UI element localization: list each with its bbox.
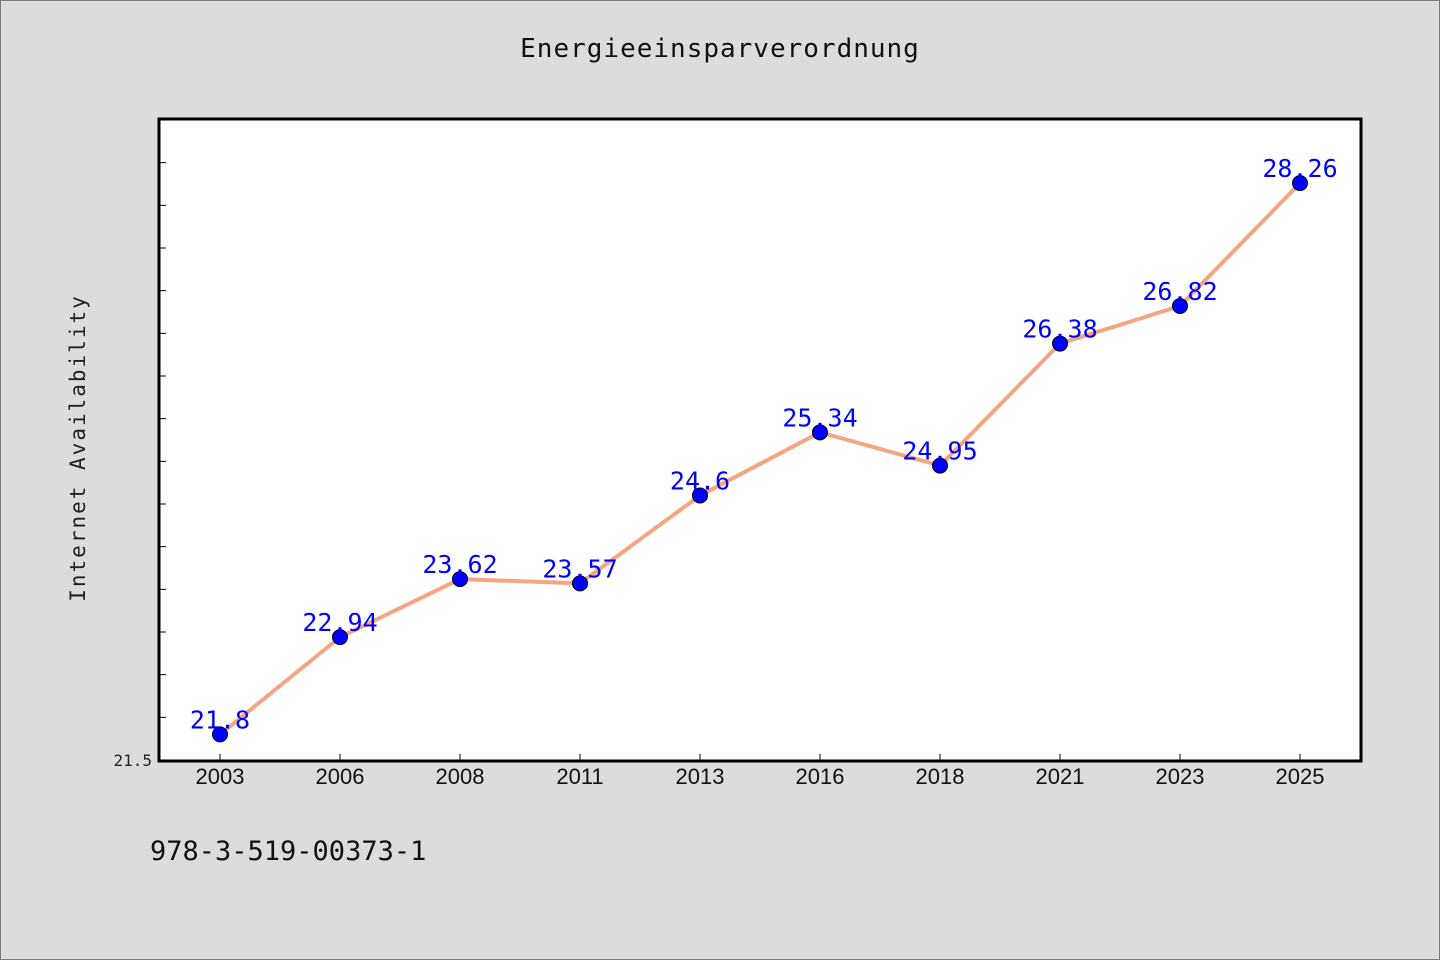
data-point [212, 726, 228, 743]
x-tick-label: 2025 [1276, 764, 1325, 789]
y-axis-ticks: 21.5 [113, 162, 166, 770]
y-tick-label: 21.5 [113, 751, 152, 770]
chart-title: Energieeinsparverordnung [520, 34, 920, 64]
x-tick-label: 2006 [316, 764, 365, 789]
data-point [452, 571, 468, 588]
x-tick-label: 2018 [916, 764, 965, 789]
x-tick-label: 2008 [436, 764, 485, 789]
data-point [1172, 298, 1188, 315]
data-label: 23.62 [422, 550, 497, 579]
plot-area [157, 117, 1363, 763]
data-label: 24.95 [902, 437, 977, 466]
x-tick-label: 2021 [1036, 764, 1085, 789]
data-label: 21.8 [190, 705, 250, 734]
x-tick-label: 2013 [676, 764, 725, 789]
data-point [332, 629, 348, 646]
data-label: 26.38 [1022, 315, 1097, 344]
data-labels: 21.8 22.94 23.62 23.57 24.6 25.34 24.95 26.38 26… [190, 154, 1338, 734]
data-label: 23.57 [542, 554, 617, 583]
data-point [1292, 175, 1308, 192]
data-label: 28.26 [1262, 154, 1337, 183]
data-point [692, 487, 708, 504]
data-point [1052, 335, 1068, 352]
data-label: 24.6 [670, 466, 730, 495]
footer-identifier: 978-3-519-00373-1 [150, 836, 427, 867]
series-layer [212, 175, 1308, 743]
data-point [812, 424, 828, 441]
x-tick-label: 2011 [556, 764, 603, 789]
series-line [218, 181, 1302, 737]
data-label: 25.34 [782, 403, 857, 432]
x-tick-label: 2023 [1156, 764, 1205, 789]
x-tick-label: 2016 [796, 764, 845, 789]
data-point [932, 457, 948, 474]
data-label: 26.82 [1142, 277, 1217, 306]
x-tick-label: 2003 [196, 764, 245, 789]
x-axis-ticks: 2003 2006 2008 2011 2013 2016 2018 2021 2023 2025 [196, 754, 1325, 789]
data-label: 22.94 [302, 608, 377, 637]
data-point [572, 575, 588, 592]
